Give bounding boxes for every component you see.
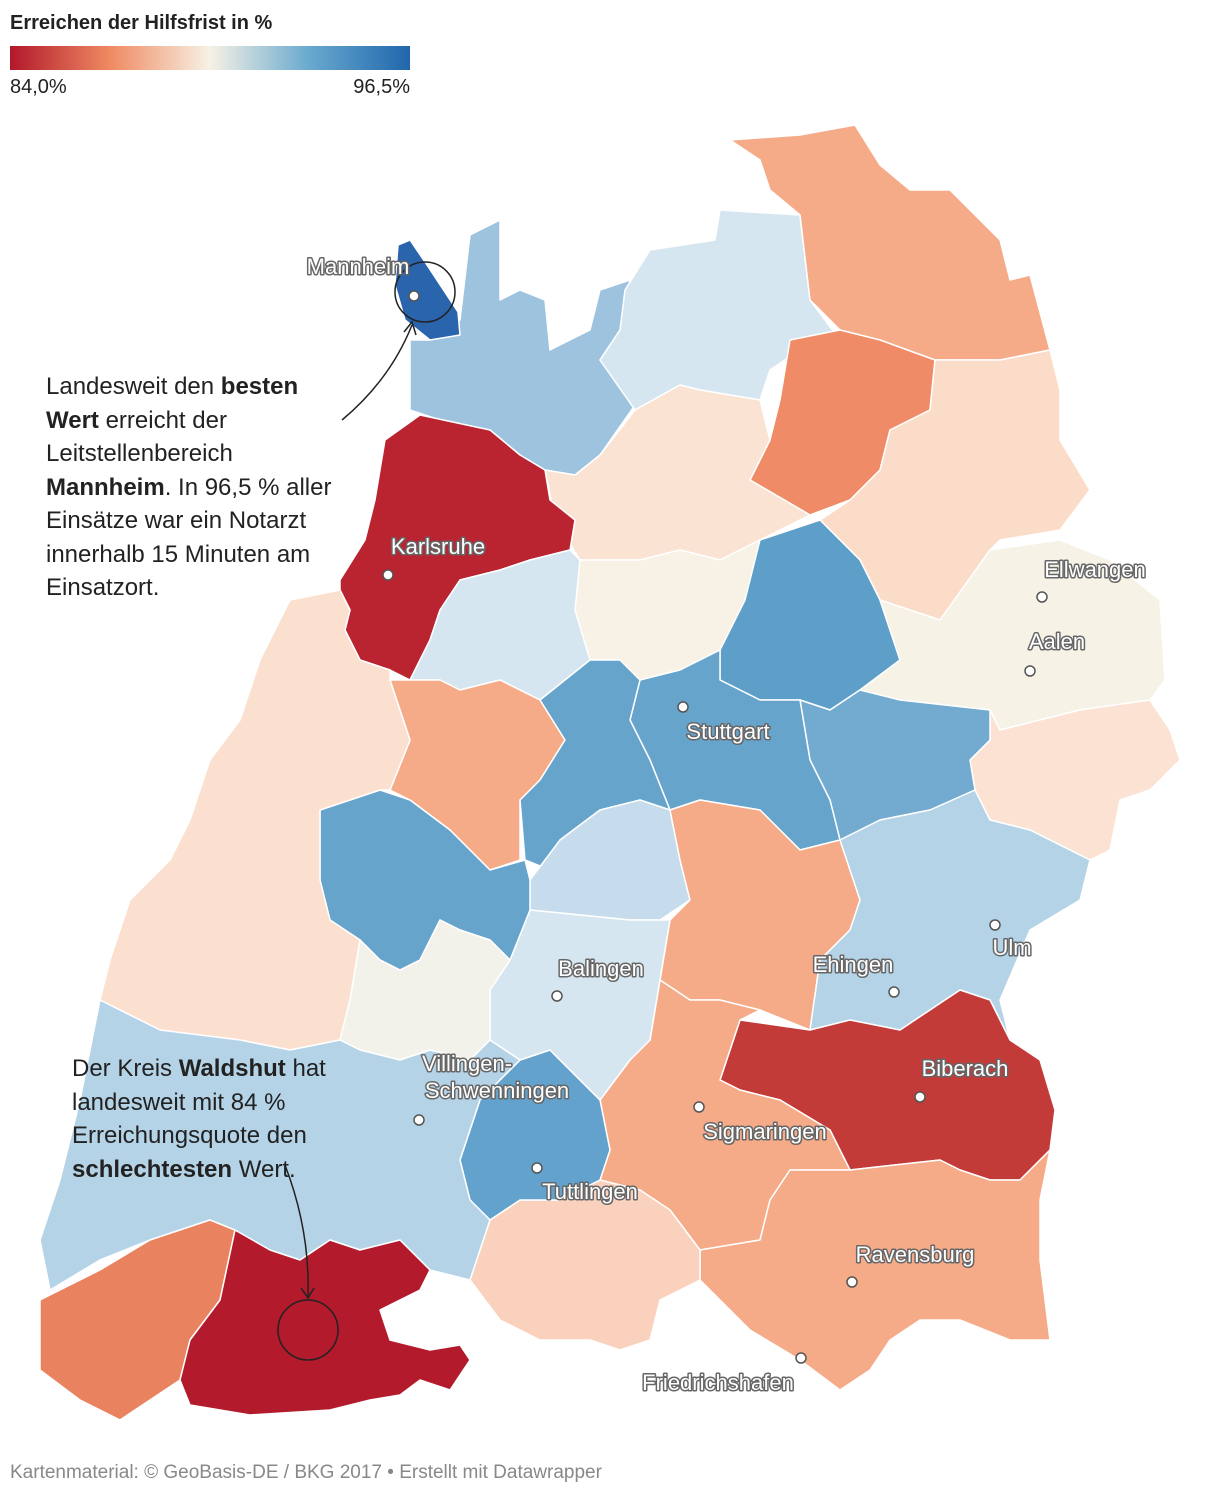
- annotation-text: schlechtesten: [72, 1155, 233, 1183]
- annotation-text: Landesweit den: [46, 373, 221, 400]
- legend-title: Erreichen der Hilfsfrist in %: [10, 12, 273, 34]
- city-label: Ulm: [992, 935, 1031, 960]
- footer: Kartenmaterial: © GeoBasis-DE / BKG 2017…: [10, 1462, 602, 1483]
- city-label: Friedrichshafen: [642, 1370, 794, 1395]
- city-label: Mannheim: [307, 254, 410, 279]
- city-label: Stuttgart: [686, 719, 769, 744]
- city-label: Biberach: [922, 1056, 1009, 1081]
- city-label: Ellwangen: [1044, 557, 1146, 582]
- city-label: Villingen-: [422, 1051, 512, 1076]
- legend-max: 96,5%: [353, 76, 410, 98]
- regions: [39, 124, 1181, 1421]
- city-label: Ehingen: [813, 952, 894, 977]
- annotation-text: hat landesweit mit 84 % Erreichungsquote…: [72, 1055, 326, 1149]
- city-label: Balingen: [558, 956, 644, 981]
- annotation-text: Waldshut: [178, 1055, 286, 1082]
- city-label: Aalen: [1029, 629, 1085, 654]
- annotation-text: Mannheim: [46, 473, 165, 501]
- city-label: Schwenningen: [425, 1078, 569, 1103]
- city-label: Karlsruhe: [391, 534, 485, 559]
- annotation-text: . In 96,5 % aller Einsätze war ein Notar…: [46, 473, 332, 602]
- annotation-text: besten Wert: [46, 373, 299, 434]
- annotation-text: Wert.: [232, 1155, 296, 1183]
- city-label: Ravensburg: [856, 1242, 975, 1267]
- annotation: Landesweit den besten Wert erreicht der …: [46, 370, 346, 605]
- annotation: Der Kreis Waldshut hat landesweit mit 84…: [72, 1052, 362, 1186]
- city-dots: [382, 290, 1048, 1364]
- legend-min: 84,0%: [10, 76, 67, 98]
- annotation-text: erreicht der Leitstellenbereich: [46, 406, 233, 468]
- callouts: [277, 261, 456, 1361]
- city-label: Sigmaringen: [703, 1119, 827, 1144]
- legend-bar: [10, 46, 410, 70]
- annotation-text: Der Kreis: [72, 1055, 179, 1082]
- city-label: Tuttlingen: [542, 1179, 638, 1204]
